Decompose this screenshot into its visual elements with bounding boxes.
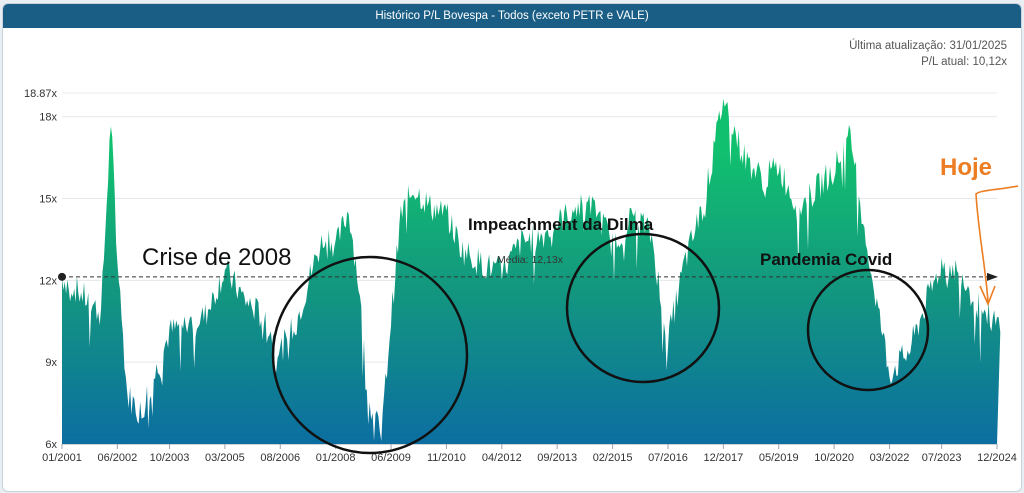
chart-title: Histórico P/L Bovespa - Todos (exceto PE… — [3, 4, 1021, 28]
x-tick-label: 06/2009 — [371, 452, 411, 464]
x-tick-label: 03/2022 — [870, 452, 910, 464]
y-tick-label: 15x — [39, 194, 57, 206]
covid-circle — [806, 268, 930, 392]
x-tick-label: 11/2010 — [427, 452, 466, 464]
x-tick-label: 04/2012 — [482, 452, 522, 464]
x-tick-label: 10/2020 — [814, 452, 854, 464]
impeachment-circle — [565, 232, 721, 384]
x-tick-label: 01/2008 — [316, 452, 356, 464]
crisis-circle — [271, 255, 469, 455]
y-tick-label: 18x — [39, 112, 57, 124]
x-tick-label: 07/2016 — [648, 452, 688, 464]
annotation-covid: Pandemia Covid — [760, 250, 892, 269]
x-tick-label: 01/2001 — [42, 452, 82, 464]
update-info: Última atualização: 31/01/2025 P/L atual… — [849, 38, 1007, 70]
y-tick-label: 12x — [39, 275, 57, 287]
average-line-start-dot — [58, 272, 66, 281]
x-tick-label: 03/2005 — [205, 452, 245, 464]
x-tick-label: 12/2017 — [703, 452, 743, 464]
annotation-today: Hoje — [940, 154, 992, 181]
y-tick-label: 18.87x — [24, 88, 58, 100]
annotation-impeachment: Impeachment da Dilma — [468, 215, 654, 234]
pl-area-series — [62, 98, 1001, 444]
today-arrow-head — [979, 285, 996, 307]
x-tick-label: 09/2013 — [537, 452, 577, 464]
average-label: Média: 12,13x — [497, 254, 564, 266]
x-tick-label: 05/2019 — [759, 452, 799, 464]
x-tick-label: 12/2024 — [977, 452, 1017, 464]
x-tick-label: 07/2023 — [922, 452, 962, 464]
today-arrow-line — [975, 185, 1019, 303]
annotation-crisis-2008: Crise de 2008 — [142, 244, 291, 271]
x-tick-label: 02/2015 — [593, 452, 633, 464]
last-update-text: Última atualização: 31/01/2025 — [849, 40, 1007, 52]
current-pl-text: P/L atual: 10,12x — [921, 56, 1007, 68]
y-tick-label: 9x — [45, 357, 57, 369]
x-tick-label: 06/2002 — [98, 452, 138, 464]
x-tick-label: 10/2003 — [150, 452, 190, 464]
x-tick-label: 08/2006 — [260, 452, 300, 464]
average-line-arrow — [987, 272, 998, 281]
y-tick-label: 6x — [45, 439, 57, 451]
